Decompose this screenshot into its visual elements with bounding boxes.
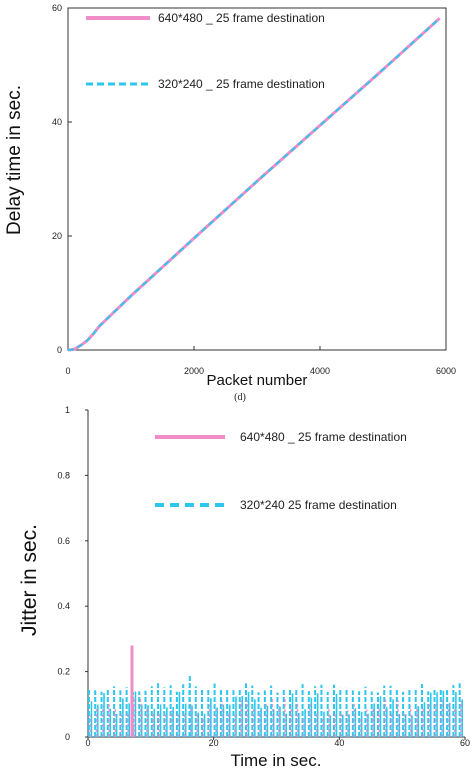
jitter-y-tick-label: 0.8 [57,470,70,480]
delay-y-axis-label: Delay time in sec. [4,85,25,235]
delay-series-line-2 [67,17,441,351]
delay-x-axis-label: Packet number [207,372,308,389]
delay-y-tick-label: 0 [57,345,62,355]
delay-x-tick-label: 0 [65,366,70,376]
delay-legend-label-1: 640*480 _ 25 frame destination [158,11,325,25]
jitter-y-axis-label: Jitter in sec. [18,524,41,636]
jitter-x-tick-label: 20 [209,738,219,748]
jitter-chart: 0 0.2 0.4 0.6 0.8 1 0 20 40 60 Time in sec. Jitter … [18,405,470,770]
jitter-x-tick-label: 0 [85,738,90,748]
delay-x-tick-label: 4000 [310,366,330,376]
delay-plot-frame [67,7,447,351]
jitter-y-tick-label: 0 [65,732,70,742]
delay-y-tick-label: 40 [52,117,62,127]
jitter-legend-label-1: 640*480 _ 25 frame destination [240,430,407,444]
delay-legend-label-2: 320*240 _ 25 frame destination [158,77,325,91]
jitter-y-tick-label: 1 [65,405,70,415]
delay-x-tick-label: 6000 [436,366,456,376]
jitter-y-tick-label: 0.2 [57,667,70,677]
delay-chart: 0 2000 4000 6000 0 20 40 60 Packet number Delay t… [4,3,456,403]
jitter-x-tick-label: 60 [460,738,470,748]
jitter-x-tick-label: 40 [334,738,344,748]
jitter-y-tick-label: 0.6 [57,536,70,546]
delay-y-tick-label: 60 [52,3,62,13]
delay-chart-caption: (d) [234,392,246,403]
jitter-x-axis-label: Time in sec. [230,751,321,770]
jitter-y-tick-label: 0.4 [57,601,70,611]
delay-y-tick-label: 20 [52,231,62,241]
delay-x-tick-label: 2000 [184,366,204,376]
jitter-legend-label-2: 320*240 25 frame destination [240,498,397,512]
